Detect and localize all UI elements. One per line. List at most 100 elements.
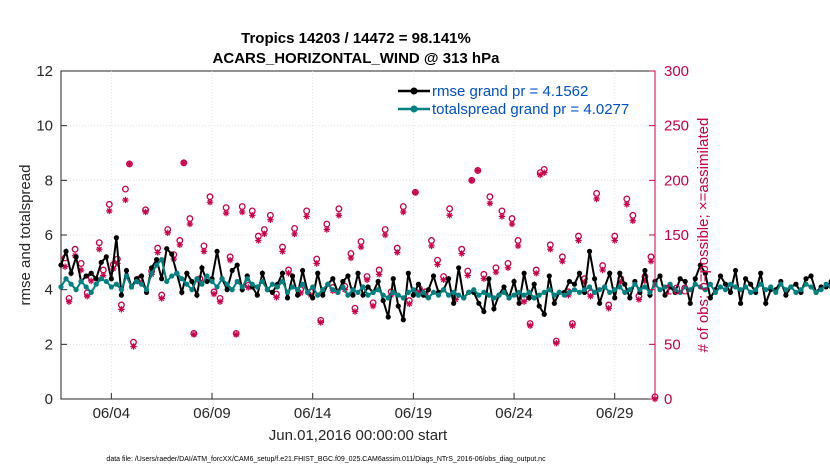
- totalspread-point: [385, 295, 391, 301]
- rmse-point: [451, 300, 457, 306]
- rmse-point: [184, 270, 190, 276]
- obs-assimilated-stroke: [364, 277, 370, 283]
- totalspread-point: [340, 284, 346, 290]
- rmse-point: [783, 292, 789, 298]
- rmse-point: [320, 292, 326, 298]
- obs-assimilated-stroke: [400, 209, 406, 215]
- rmse-point: [415, 281, 422, 287]
- totalspread-point: [753, 287, 759, 293]
- obs-assimilated-point: [533, 270, 540, 277]
- rmse-point: [189, 278, 195, 285]
- totalspread-point: [798, 287, 804, 293]
- obs-assimilated-point: [464, 272, 471, 279]
- totalspread-point: [496, 292, 502, 298]
- totalspread-point: [375, 287, 381, 293]
- rmse-point: [93, 276, 99, 282]
- totalspread-point: [607, 289, 613, 295]
- rmse-point: [677, 276, 683, 282]
- obs-assimilated-point: [623, 201, 631, 208]
- totalspread-point: [571, 287, 578, 293]
- rmse-point: [743, 276, 749, 282]
- obs-assimilated-stroke: [84, 293, 90, 299]
- obs-assimilated-stroke: [624, 201, 630, 208]
- obs-assimilated-stroke: [207, 199, 213, 205]
- obs-assimilated-stroke: [593, 196, 600, 202]
- totalspread-point: [657, 287, 663, 293]
- totalspread-point: [118, 287, 125, 293]
- obs-assimilated-stroke: [126, 161, 133, 167]
- totalspread-point: [63, 276, 69, 282]
- totalspread-point: [622, 289, 628, 295]
- obs-assimilated-stroke: [440, 277, 447, 283]
- obs-assimilated-stroke: [376, 271, 382, 278]
- obs-assimilated-point: [514, 242, 522, 250]
- obs-assimilated-stroke: [165, 230, 171, 236]
- obs-assimilated-point: [122, 196, 129, 204]
- totalspread-point: [305, 289, 311, 295]
- totalspread-point: [687, 287, 693, 293]
- obs-assimilated-stroke: [122, 197, 129, 203]
- x-tick-label: 06/09: [193, 405, 231, 422]
- totalspread-point: [788, 284, 794, 290]
- obs-assimilated-point: [629, 217, 637, 224]
- series-layer: [58, 159, 830, 403]
- rmse-point: [164, 246, 170, 252]
- totalspread-point: [98, 276, 104, 282]
- obs-assimilated-point: [400, 208, 407, 216]
- obs-assimilated-stroke: [352, 308, 358, 315]
- rmse-point: [259, 270, 265, 276]
- obs-assimilated-stroke: [142, 209, 149, 215]
- rmse-point: [123, 267, 130, 274]
- rmse-point: [536, 303, 542, 309]
- totalspread-point: [310, 284, 316, 290]
- obs-assimilated-point: [279, 248, 286, 255]
- totalspread-point: [556, 289, 562, 295]
- totalspread-point: [289, 284, 296, 290]
- rmse-point: [355, 270, 361, 276]
- totalspread-point: [632, 281, 638, 287]
- obs-assimilated-stroke: [324, 226, 330, 233]
- totalspread-point: [58, 284, 64, 290]
- rmse-point: [486, 276, 492, 282]
- totalspread-point: [612, 287, 618, 293]
- totalspread-point: [662, 284, 668, 290]
- rmse-point: [456, 265, 462, 271]
- totalspread-point: [446, 292, 452, 298]
- totalspread-point: [707, 281, 713, 287]
- totalspread-point: [823, 281, 829, 287]
- totalspread-point: [506, 295, 512, 301]
- y-tick-label: 2: [45, 336, 53, 353]
- rmse-point: [803, 276, 809, 282]
- obs-assimilated-stroke: [154, 249, 161, 256]
- totalspread-point: [667, 281, 673, 287]
- obs-assimilated-point: [492, 268, 500, 276]
- obs-assimilated-stroke: [599, 267, 606, 273]
- totalspread-point: [78, 278, 84, 285]
- rmse-point: [763, 300, 769, 306]
- rmse-point: [118, 292, 125, 298]
- rmse-point: [430, 273, 437, 279]
- totalspread-point: [773, 289, 779, 295]
- obs-assimilated-point: [226, 256, 234, 264]
- obs-assimilated-stroke: [612, 237, 618, 244]
- totalspread-point: [576, 289, 583, 295]
- x-tick-label: 06/19: [395, 405, 433, 422]
- obs-assimilated-stroke: [515, 243, 521, 249]
- totalspread-point: [415, 292, 422, 298]
- obs-assimilated-point: [559, 258, 566, 265]
- totalspread-point: [748, 289, 754, 295]
- rmse-point: [692, 276, 698, 282]
- totalspread-point: [456, 292, 462, 298]
- obs-assimilated-point: [351, 308, 359, 315]
- rmse-point: [289, 273, 296, 279]
- obs-assimilated-point: [569, 322, 576, 329]
- obs-assimilated-point: [210, 290, 218, 298]
- obs-assimilated-stroke: [481, 276, 487, 282]
- totalspread-point: [234, 278, 240, 285]
- x-tick-label: 06/14: [294, 405, 332, 422]
- totalspread-point: [476, 292, 482, 298]
- totalspread-point: [390, 289, 396, 295]
- totalspread-point: [420, 289, 427, 295]
- obs-assimilated-stroke: [446, 212, 453, 218]
- obs-assimilated-point: [406, 300, 413, 308]
